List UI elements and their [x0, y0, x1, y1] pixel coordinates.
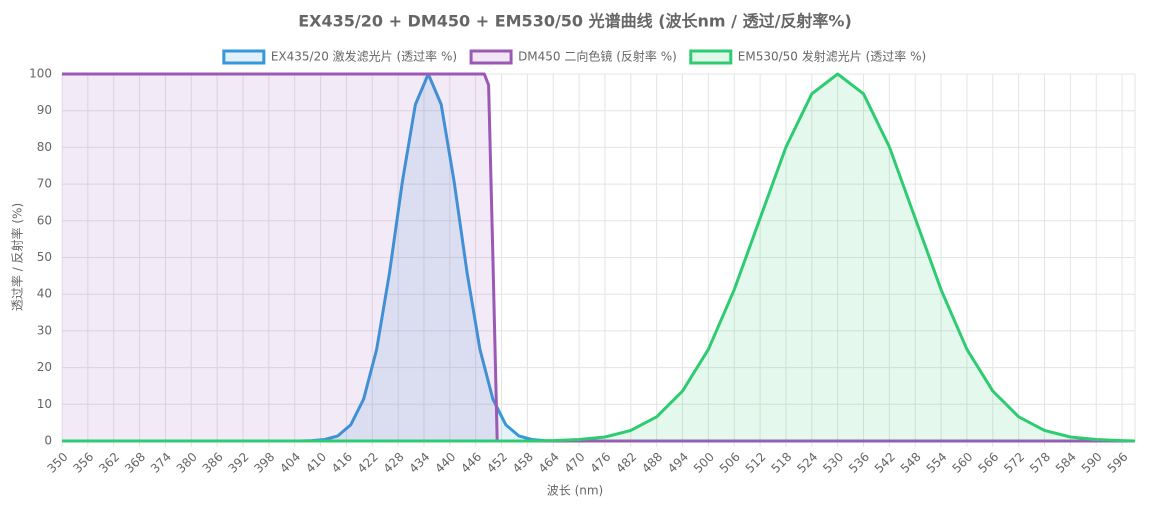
x-tick-label: 368	[122, 450, 148, 476]
x-tick-label: 398	[251, 450, 277, 476]
y-tick-label: 50	[37, 250, 52, 264]
legend-label: DM450 二向色镜 (反射率 %)	[518, 49, 677, 64]
x-axis-label: 波长 (nm)	[547, 484, 603, 498]
y-tick-label: 20	[37, 360, 52, 374]
x-tick-label: 530	[820, 450, 846, 476]
x-tick-label: 374	[148, 450, 174, 476]
x-tick-label: 452	[484, 450, 510, 476]
x-tick-label: 584	[1053, 450, 1079, 476]
x-tick-label: 566	[975, 450, 1001, 476]
x-tick-label: 380	[174, 450, 200, 476]
series-area	[62, 74, 1135, 441]
y-tick-label: 60	[37, 213, 52, 227]
x-tick-label: 518	[768, 450, 794, 476]
series-line	[62, 72, 1136, 443]
x-tick-label: 488	[639, 450, 665, 476]
x-tick-label: 446	[458, 450, 484, 476]
x-tick-label: 560	[949, 450, 975, 476]
x-tick-label: 572	[1001, 450, 1027, 476]
x-tick-label: 494	[665, 450, 691, 476]
x-tick-label: 356	[70, 450, 96, 476]
x-tick-label: 524	[794, 450, 820, 476]
y-tick-label: 80	[37, 140, 52, 154]
y-axis-label: 透过率 / 反射率 (%)	[10, 203, 25, 311]
legend-swatch	[222, 49, 266, 65]
series-line	[62, 72, 1135, 443]
y-tick-label: 100	[29, 67, 52, 81]
x-tick-label: 512	[743, 450, 769, 476]
y-tick-label: 30	[37, 323, 52, 337]
legend-swatch	[469, 49, 513, 65]
legend: EX435/20 激发滤光片 (透过率 %) DM450 二向色镜 (反射率 %)…	[222, 49, 926, 65]
x-tick-label: 434	[406, 450, 432, 476]
x-tick-label: 428	[381, 450, 407, 476]
x-tick-label: 542	[872, 450, 898, 476]
y-tick-label: 70	[37, 177, 52, 191]
x-tick-label: 350	[44, 450, 70, 476]
x-tick-label: 596	[1105, 450, 1131, 476]
x-tick-label: 416	[329, 450, 355, 476]
x-tick-label: 506	[717, 450, 743, 476]
x-tick-label: 548	[898, 450, 924, 476]
x-tick-label: 500	[691, 450, 717, 476]
x-tick-label: 476	[587, 450, 613, 476]
y-tick-label: 40	[37, 287, 52, 301]
legend-label: EX435/20 激发滤光片 (透过率 %)	[271, 49, 457, 64]
x-tick-label: 482	[613, 450, 639, 476]
x-tick-label: 386	[200, 450, 226, 476]
legend-label: EM530/50 发射滤光片 (透过率 %)	[738, 49, 926, 64]
series-area	[62, 74, 1135, 441]
x-tick-label: 404	[277, 450, 303, 476]
x-tick-label: 470	[562, 450, 588, 476]
y-tick-label: 90	[37, 103, 52, 117]
x-tick-label: 392	[225, 450, 251, 476]
x-tick-label: 422	[355, 450, 381, 476]
x-tick-label: 440	[432, 450, 458, 476]
legend-swatch	[689, 49, 733, 65]
y-tick-label: 0	[44, 434, 52, 448]
x-tick-label: 536	[846, 450, 872, 476]
x-tick-label: 410	[303, 450, 329, 476]
x-tick-label: 578	[1027, 450, 1053, 476]
x-tick-label: 554	[924, 450, 950, 476]
x-tick-label: 464	[536, 450, 562, 476]
x-tick-label: 362	[96, 450, 122, 476]
x-tick-label: 458	[510, 450, 536, 476]
y-tick-label: 10	[37, 397, 52, 411]
x-tick-label: 590	[1079, 450, 1105, 476]
chart-title: EX435/20 + DM450 + EM530/50 光谱曲线 (波长nm /…	[298, 12, 852, 31]
